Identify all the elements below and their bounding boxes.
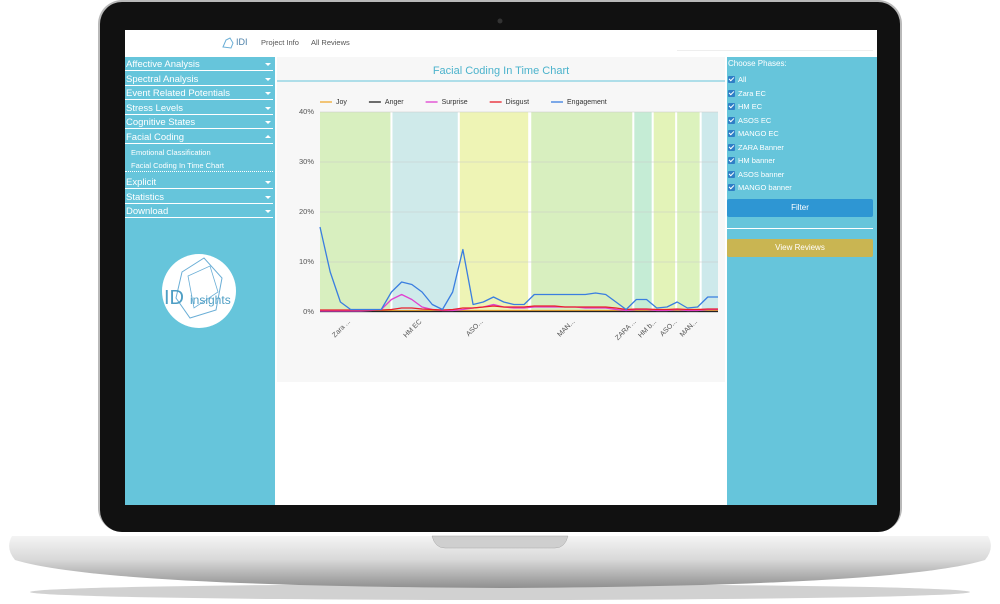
menu-item-label: Spectral Analysis <box>126 73 199 85</box>
menu-item-label: Statistics <box>126 191 165 203</box>
phase-option[interactable]: ASOS EC <box>728 115 771 127</box>
phase-option-label: ASOS EC <box>738 115 772 125</box>
phase-option[interactable]: All <box>728 74 746 86</box>
nav-link[interactable]: All Reviews <box>311 38 350 47</box>
chevron <box>265 210 271 213</box>
submenu-item[interactable]: Emotional Classification <box>125 146 273 159</box>
phase-option-label: HM EC <box>738 102 763 111</box>
menu-item[interactable]: Spectral Analysis <box>125 73 273 86</box>
menu-item-label: Event Related Potentials <box>126 88 231 99</box>
menu-item-label: Explicit <box>126 177 157 188</box>
chevron <box>265 92 271 95</box>
legend-label: Surprise <box>442 99 468 106</box>
menu-item-label: Download <box>126 206 169 217</box>
checkbox[interactable] <box>728 89 735 97</box>
submenu-item-label: Facial Coding In Time Chart <box>131 161 224 170</box>
phase-option[interactable]: MANGO banner <box>728 182 792 194</box>
x-tick-label: MAN... <box>556 318 576 338</box>
menu-item[interactable]: Cognitive States <box>125 116 273 129</box>
menu-item[interactable]: Affective Analysis <box>125 58 273 71</box>
x-tick-label: HM EC <box>403 318 424 339</box>
phase-option[interactable]: MANGO EC <box>728 128 779 140</box>
submenu-item-label: Emotional Classification <box>131 148 211 157</box>
y-tick-label: 0% <box>303 307 314 316</box>
nav-link[interactable]: Project Info <box>261 38 299 47</box>
legend-label: Anger <box>385 99 404 106</box>
series-line <box>320 305 718 311</box>
menu-item[interactable]: Explicit <box>125 176 273 189</box>
phase-option-label: Zara EC <box>738 88 766 98</box>
menu-item-label: Affective Analysis <box>126 59 200 70</box>
checkbox[interactable] <box>728 170 735 178</box>
legend-label: Engagement <box>567 99 607 106</box>
x-tick-label: MAN... <box>679 318 699 338</box>
right-sidebar <box>727 57 877 505</box>
y-tick-label: 10% <box>299 257 314 266</box>
chevron <box>265 181 271 184</box>
chevron <box>265 195 271 199</box>
phase-option-label: ASOS banner <box>738 169 785 179</box>
logo-mark: ID <box>164 287 184 309</box>
chevron <box>265 63 271 66</box>
phase-option[interactable]: HM banner <box>728 155 775 167</box>
checkbox[interactable] <box>728 103 735 110</box>
x-tick-label: ASO... <box>465 318 485 338</box>
y-tick-label: 30% <box>299 157 314 166</box>
phase-option-label: HM banner <box>738 156 776 165</box>
x-tick-label: ZARA ... <box>614 318 637 341</box>
menu-item[interactable]: Stress Levels <box>125 102 273 115</box>
checkbox[interactable] <box>728 143 735 151</box>
brand-icon <box>222 37 234 49</box>
menu-item-label: Stress Levels <box>126 102 184 114</box>
phase-option[interactable]: ASOS banner <box>728 169 784 181</box>
checkbox[interactable] <box>728 184 735 191</box>
menu-item[interactable]: Statistics <box>125 191 273 204</box>
brand[interactable]: IDI <box>236 37 248 47</box>
phase-option-label: MANGO EC <box>738 129 779 138</box>
filter-button[interactable]: Filter <box>727 199 873 217</box>
view-reviews-button[interactable]: View Reviews <box>727 239 873 257</box>
logo-text: insights <box>190 293 231 307</box>
y-tick-label: 20% <box>299 207 314 216</box>
chart-title: Facial Coding In Time Chart <box>433 65 569 77</box>
chevron <box>265 121 271 124</box>
phase-option[interactable]: Zara EC <box>728 88 766 100</box>
legend-label: Disgust <box>506 99 529 106</box>
checkbox[interactable] <box>728 157 735 164</box>
chart: Facial Coding In Time Chart 0% 10% 20% 30% 4… <box>277 65 725 342</box>
checkbox[interactable] <box>728 130 735 137</box>
checkbox[interactable] <box>728 116 735 124</box>
phase-option[interactable]: ZARA Banner <box>728 142 784 154</box>
menu-item-label: Facial Coding <box>126 131 185 143</box>
menu-item[interactable]: Event Related Potentials <box>125 87 273 100</box>
topbar-divider <box>677 50 873 51</box>
x-tick-label: ASO... <box>659 318 679 338</box>
series-line <box>319 226 718 311</box>
logo: ID insights <box>162 254 236 328</box>
menu-item[interactable]: Download <box>125 205 273 218</box>
legend-label: Joy <box>336 99 347 106</box>
divider <box>727 228 873 229</box>
menu-item[interactable]: Facial Coding <box>125 131 273 144</box>
menu-item-label: Cognitive States <box>126 117 196 128</box>
checkbox[interactable] <box>728 76 735 83</box>
chevron <box>265 134 271 138</box>
y-tick-label: 40% <box>299 107 314 116</box>
chevron <box>265 77 271 81</box>
x-tick-label: Zara ... <box>331 318 352 339</box>
chevron <box>265 106 271 110</box>
phase-option-label: ZARA Banner <box>738 142 784 152</box>
phases-title: Choose Phases: <box>728 59 787 68</box>
x-tick-label: HM b... <box>637 318 658 339</box>
series-line <box>320 293 718 312</box>
phase-option-label: All <box>738 75 747 84</box>
submenu-item[interactable]: Facial Coding In Time Chart <box>125 159 273 172</box>
phase-option[interactable]: HM EC <box>728 101 762 113</box>
phase-option-label: MANGO banner <box>738 183 792 192</box>
